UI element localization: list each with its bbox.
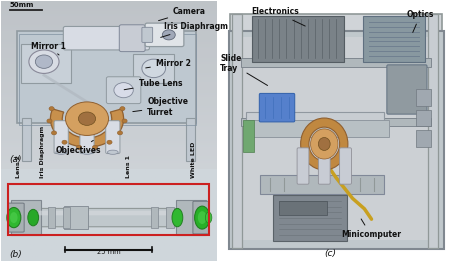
Text: Tube Lens: Tube Lens <box>124 79 182 90</box>
Ellipse shape <box>10 212 18 223</box>
Ellipse shape <box>197 211 206 224</box>
Circle shape <box>142 59 165 78</box>
Text: Mirror 1: Mirror 1 <box>31 42 66 55</box>
Polygon shape <box>229 14 441 32</box>
Circle shape <box>66 102 108 135</box>
FancyBboxPatch shape <box>80 121 94 154</box>
FancyBboxPatch shape <box>151 207 158 228</box>
Text: White LED: White LED <box>191 142 196 178</box>
Text: 50mm: 50mm <box>10 2 34 8</box>
Text: Optics: Optics <box>406 10 433 32</box>
FancyBboxPatch shape <box>185 118 195 161</box>
Ellipse shape <box>172 209 182 227</box>
FancyBboxPatch shape <box>8 203 24 232</box>
Text: Objective
Turret: Objective Turret <box>132 97 188 117</box>
FancyBboxPatch shape <box>22 118 31 161</box>
FancyBboxPatch shape <box>415 130 430 147</box>
Circle shape <box>121 119 127 123</box>
Wedge shape <box>51 109 123 147</box>
FancyBboxPatch shape <box>63 26 149 50</box>
Circle shape <box>35 55 52 68</box>
FancyBboxPatch shape <box>243 120 253 152</box>
Circle shape <box>76 145 81 149</box>
FancyBboxPatch shape <box>145 23 183 47</box>
FancyBboxPatch shape <box>10 200 40 236</box>
FancyBboxPatch shape <box>427 14 437 248</box>
FancyBboxPatch shape <box>54 121 68 154</box>
Circle shape <box>62 140 67 144</box>
FancyBboxPatch shape <box>17 31 195 123</box>
Text: (b): (b) <box>10 250 22 259</box>
FancyBboxPatch shape <box>297 148 308 184</box>
Circle shape <box>114 83 133 98</box>
Text: Lens 2: Lens 2 <box>15 155 20 178</box>
FancyBboxPatch shape <box>386 65 426 114</box>
FancyBboxPatch shape <box>228 31 443 249</box>
Circle shape <box>78 112 96 125</box>
Text: Camera: Camera <box>158 7 206 21</box>
FancyBboxPatch shape <box>259 174 383 194</box>
FancyBboxPatch shape <box>64 206 88 229</box>
Text: Objectives: Objectives <box>56 140 101 155</box>
FancyBboxPatch shape <box>278 200 326 215</box>
FancyBboxPatch shape <box>133 54 174 83</box>
Text: Lens 1: Lens 1 <box>126 155 131 178</box>
Text: Mirror 2: Mirror 2 <box>146 59 190 68</box>
Circle shape <box>318 138 329 150</box>
FancyBboxPatch shape <box>176 200 206 236</box>
Ellipse shape <box>28 209 39 226</box>
FancyBboxPatch shape <box>259 93 294 122</box>
Circle shape <box>120 107 125 111</box>
FancyBboxPatch shape <box>231 14 242 248</box>
Circle shape <box>117 131 122 135</box>
Ellipse shape <box>56 150 66 154</box>
Circle shape <box>106 140 112 144</box>
FancyBboxPatch shape <box>241 58 430 67</box>
Circle shape <box>162 30 175 40</box>
FancyBboxPatch shape <box>119 25 145 52</box>
Ellipse shape <box>205 212 212 223</box>
FancyBboxPatch shape <box>63 207 70 228</box>
Circle shape <box>29 50 59 73</box>
Circle shape <box>51 131 56 135</box>
FancyBboxPatch shape <box>245 120 388 137</box>
FancyBboxPatch shape <box>339 148 351 184</box>
FancyBboxPatch shape <box>166 207 173 228</box>
Circle shape <box>310 129 337 159</box>
FancyBboxPatch shape <box>318 148 329 184</box>
FancyBboxPatch shape <box>238 37 432 241</box>
Text: (a): (a) <box>10 155 22 164</box>
FancyBboxPatch shape <box>192 201 209 234</box>
Ellipse shape <box>7 208 21 228</box>
Text: Electronics: Electronics <box>251 7 304 26</box>
Text: Iris Diaphragm: Iris Diaphragm <box>160 22 228 37</box>
Circle shape <box>49 107 54 111</box>
Text: 25 mm: 25 mm <box>96 249 120 255</box>
FancyBboxPatch shape <box>415 89 430 106</box>
FancyBboxPatch shape <box>252 15 344 62</box>
FancyBboxPatch shape <box>106 77 141 103</box>
Text: Slide
Tray: Slide Tray <box>220 54 267 85</box>
Ellipse shape <box>194 206 209 229</box>
FancyBboxPatch shape <box>21 44 71 83</box>
FancyBboxPatch shape <box>245 112 383 124</box>
Circle shape <box>47 119 52 123</box>
Text: (c): (c) <box>324 249 335 258</box>
FancyBboxPatch shape <box>273 195 346 241</box>
FancyBboxPatch shape <box>241 118 430 126</box>
Text: Minicomputer: Minicomputer <box>340 219 400 239</box>
Text: Iris Diaphragm: Iris Diaphragm <box>40 126 46 178</box>
Ellipse shape <box>107 150 118 154</box>
FancyBboxPatch shape <box>106 121 120 154</box>
FancyBboxPatch shape <box>142 27 152 42</box>
FancyBboxPatch shape <box>37 209 179 227</box>
Circle shape <box>92 145 97 149</box>
FancyBboxPatch shape <box>48 207 55 228</box>
Ellipse shape <box>81 150 92 154</box>
FancyBboxPatch shape <box>363 15 424 62</box>
FancyBboxPatch shape <box>39 211 178 215</box>
Wedge shape <box>300 118 347 170</box>
FancyBboxPatch shape <box>415 110 430 126</box>
